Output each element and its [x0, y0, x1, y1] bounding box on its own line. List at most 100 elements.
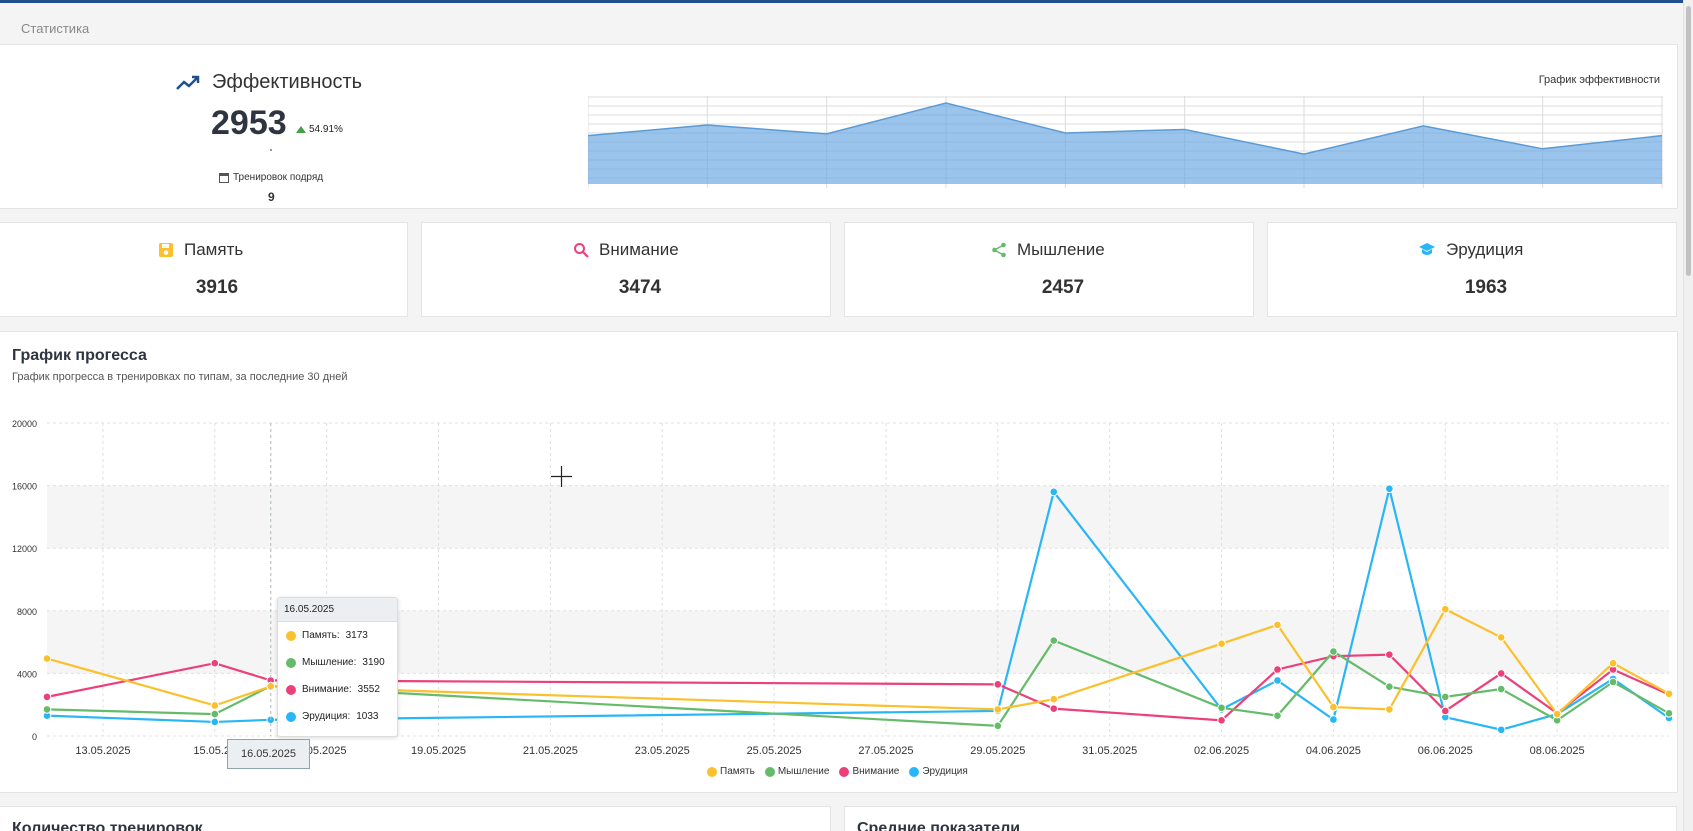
- data-point[interactable]: [1552, 709, 1562, 719]
- data-point[interactable]: [1496, 725, 1506, 735]
- data-point[interactable]: [1664, 709, 1674, 718]
- x-tick-label: 15.05.20: [193, 745, 236, 757]
- data-point[interactable]: [993, 705, 1003, 714]
- floppy-disk-icon: [159, 243, 173, 257]
- x-tick-label: 13.05.2025: [75, 745, 130, 757]
- data-point[interactable]: [1273, 711, 1282, 720]
- x-tick-label: 04.06.2025: [1306, 745, 1361, 757]
- category-value-memory: 3916: [195, 277, 239, 298]
- separator-dot: [270, 149, 272, 151]
- data-point[interactable]: [1329, 715, 1338, 724]
- tooltip-row-value: 3552: [357, 684, 380, 695]
- efficiency-value: 2953: [211, 104, 287, 142]
- legend-item[interactable]: Эрудиция: [909, 766, 968, 777]
- data-point[interactable]: [1496, 684, 1506, 694]
- trainings-count-card: [0, 806, 831, 831]
- mini-area: [588, 103, 1662, 184]
- data-point[interactable]: [993, 721, 1003, 731]
- y-tick-label: 0: [32, 732, 37, 742]
- category-value-erudition: 1963: [1464, 277, 1508, 298]
- data-point[interactable]: [1273, 665, 1282, 674]
- series-dot-icon: [286, 711, 296, 722]
- data-point[interactable]: [1329, 647, 1338, 656]
- x-tick-label: 23.05.2025: [635, 745, 690, 757]
- x-tick-label: 19.05.2025: [411, 745, 466, 757]
- data-point[interactable]: [1440, 604, 1450, 614]
- legend-dot-icon: [839, 766, 850, 777]
- data-point[interactable]: [1329, 702, 1338, 712]
- legend-label: Мышление: [777, 766, 830, 777]
- tooltip-row: Внимание: 3552: [278, 676, 397, 703]
- legend-item[interactable]: Внимание: [839, 766, 899, 777]
- category-card-attention: [421, 222, 831, 317]
- data-point[interactable]: [1664, 689, 1674, 699]
- data-point[interactable]: [1608, 677, 1618, 687]
- category-label: Внимание: [599, 240, 679, 259]
- data-point[interactable]: [1217, 716, 1226, 725]
- legend-item[interactable]: Мышление: [764, 766, 830, 777]
- mini-chart-title: График эффективности: [1538, 74, 1660, 86]
- vertical-scrollbar[interactable]: [1683, 0, 1693, 831]
- share-icon: [992, 242, 1006, 258]
- tooltip-row-value: 1033: [356, 711, 379, 722]
- averages-card: [844, 806, 1677, 831]
- tooltip-row-value: 3190: [362, 657, 385, 668]
- data-point[interactable]: [1049, 487, 1059, 497]
- data-point[interactable]: [1385, 484, 1394, 494]
- calendar-icon: [219, 173, 229, 183]
- x-tick-label: 06.06.2025: [1418, 745, 1473, 757]
- graduation-cap-icon: [1419, 243, 1435, 255]
- efficiency-delta-text: 54.91%: [309, 124, 343, 135]
- y-tick-label: 12000: [12, 544, 37, 554]
- category-head-attention: Внимание: [573, 240, 679, 260]
- data-point[interactable]: [1385, 705, 1394, 714]
- progress-subtitle: График прогресса в тренировках по типам,…: [12, 371, 348, 383]
- data-point[interactable]: [993, 680, 1003, 689]
- data-point[interactable]: [1496, 669, 1506, 678]
- top-accent-bar: [0, 0, 1693, 3]
- data-point[interactable]: [1049, 636, 1059, 645]
- data-point[interactable]: [1273, 620, 1282, 630]
- x-axis-tooltip: 16.05.2025: [227, 739, 310, 769]
- streak-value: 9: [268, 190, 275, 204]
- trainings-count-title: Количество тренировок: [12, 820, 203, 831]
- streak-label-text: Тренировок подряд: [233, 172, 324, 183]
- data-point[interactable]: [1385, 682, 1394, 692]
- data-point[interactable]: [1496, 633, 1506, 642]
- data-point[interactable]: [210, 717, 220, 727]
- data-point[interactable]: [42, 654, 52, 663]
- data-point[interactable]: [1385, 650, 1394, 659]
- data-point[interactable]: [1049, 694, 1059, 704]
- chart-band: [47, 485, 1669, 549]
- data-point[interactable]: [1608, 658, 1618, 668]
- data-point[interactable]: [1440, 706, 1450, 716]
- x-tick-label: 05.2025: [307, 745, 347, 757]
- legend-dot-icon: [707, 766, 717, 777]
- data-point[interactable]: [1217, 639, 1226, 648]
- legend-label: Память: [720, 766, 755, 777]
- legend-item[interactable]: Память: [707, 766, 755, 777]
- series-dot-icon: [286, 657, 296, 668]
- data-point[interactable]: [210, 709, 220, 719]
- data-point[interactable]: [1217, 703, 1226, 713]
- data-point[interactable]: [42, 692, 52, 702]
- tooltip-row: Мышление: 3190: [278, 649, 397, 676]
- tooltip-row-label: Память:: [302, 630, 340, 641]
- tooltip-row: Эрудиция: 1033: [278, 703, 397, 730]
- arrow-up-icon: [296, 126, 306, 133]
- data-point[interactable]: [210, 658, 220, 668]
- efficiency-mini-chart: [588, 96, 1663, 188]
- data-point[interactable]: [1273, 676, 1282, 685]
- scrollbar-thumb[interactable]: [1686, 6, 1691, 276]
- tooltip-row-value: 3173: [345, 630, 368, 641]
- category-label: Мышление: [1017, 240, 1105, 259]
- breadcrumb[interactable]: Статистика: [21, 21, 90, 36]
- data-point[interactable]: [42, 705, 52, 714]
- data-point[interactable]: [1049, 704, 1059, 713]
- series-dot-icon: [286, 684, 296, 695]
- progress-chart[interactable]: 0 4000 8000 12000 16000 20000 13.05.2025 15.05.…: [0, 400, 1680, 766]
- data-point[interactable]: [1440, 692, 1450, 702]
- data-point[interactable]: [210, 701, 220, 710]
- legend-label: Внимание: [852, 766, 900, 777]
- category-card-thinking: [844, 222, 1254, 317]
